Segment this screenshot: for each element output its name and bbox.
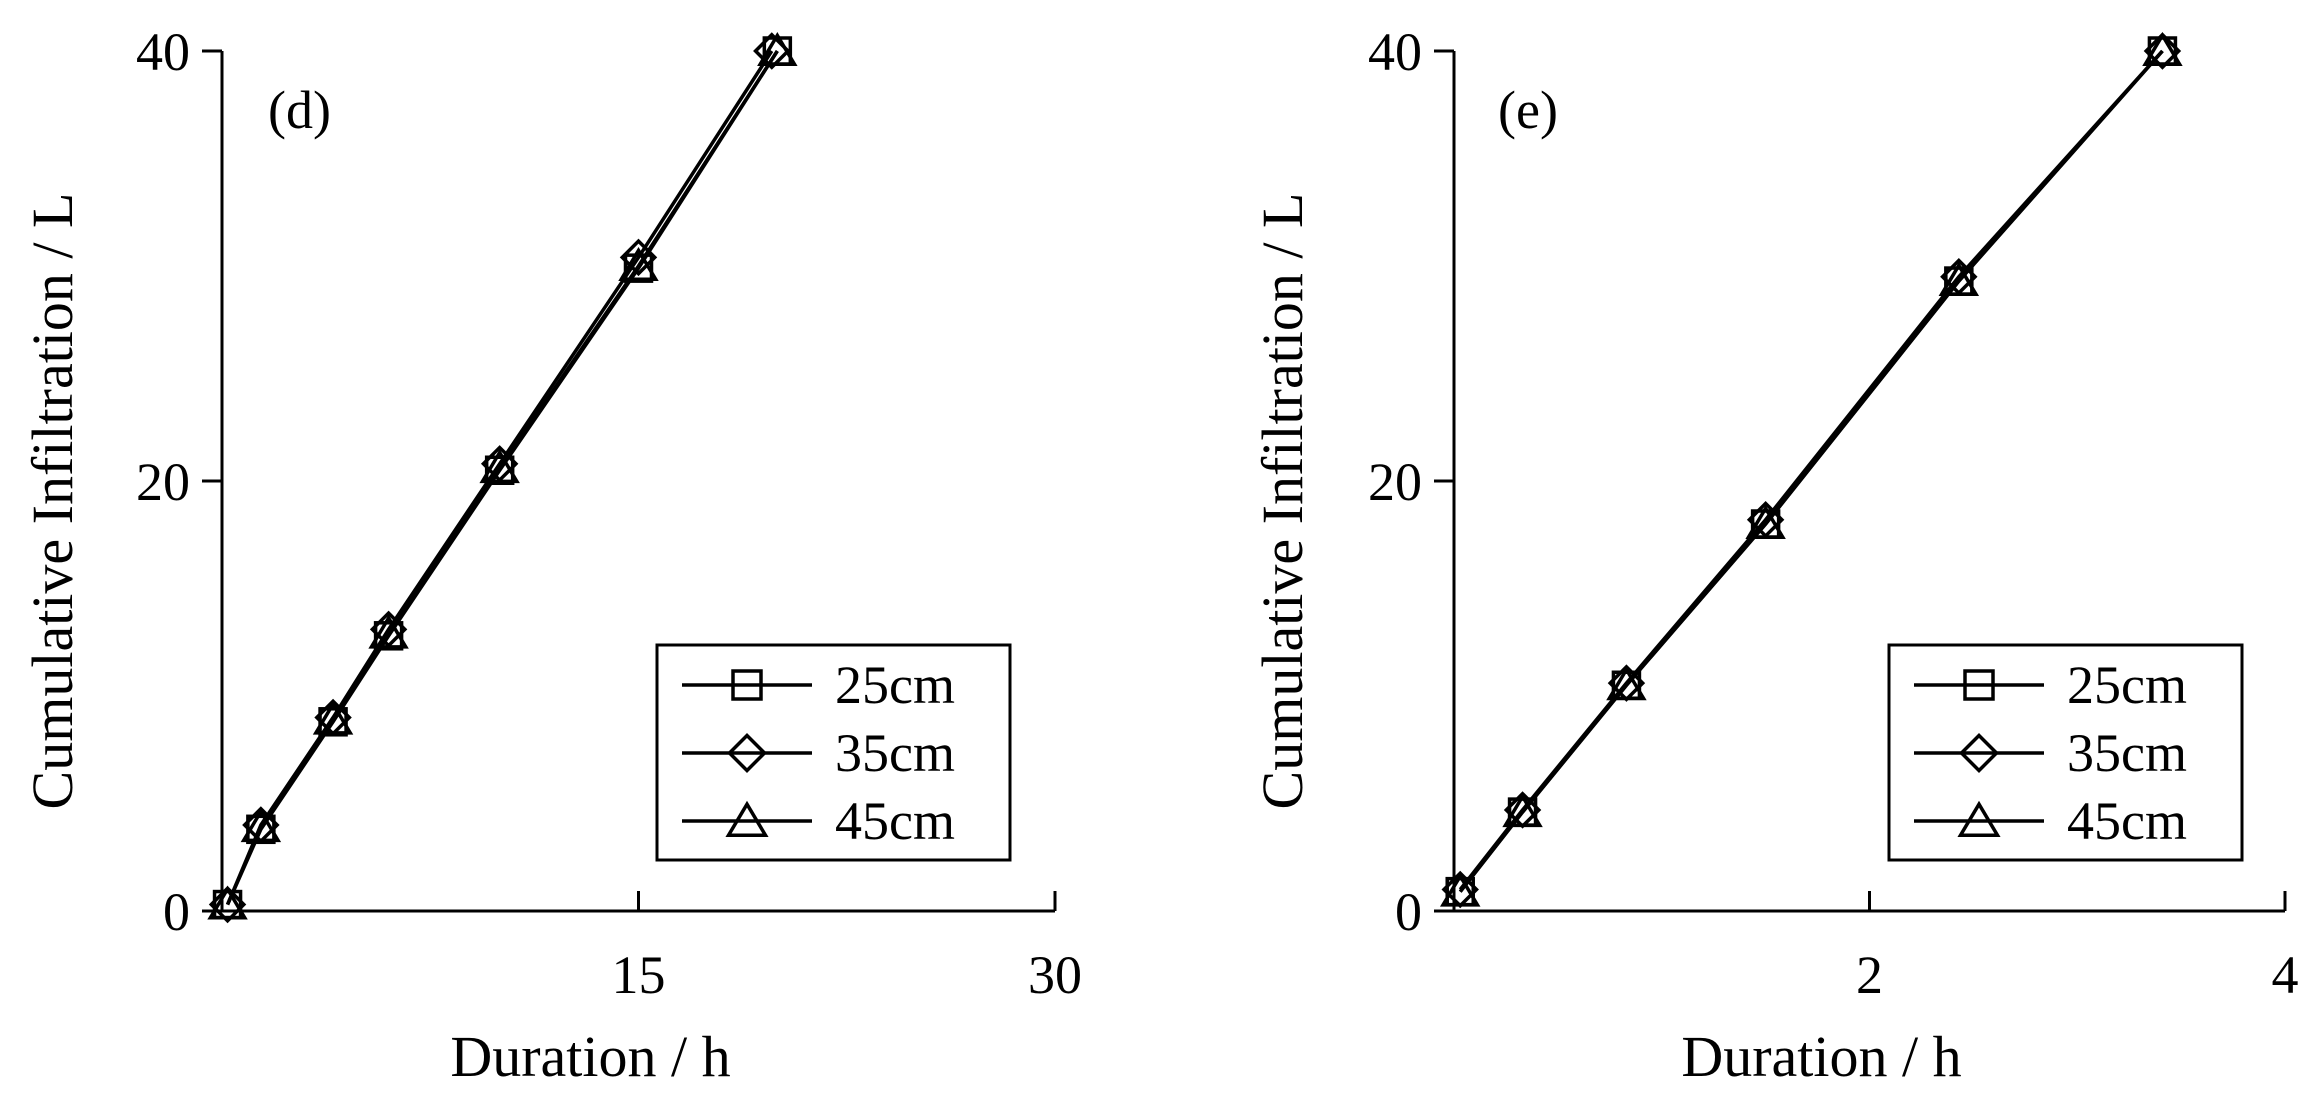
data-point-45cm <box>368 614 409 649</box>
chart-panel-1: 0 20 40 15 30 Duration / h Cumulative Infiltra… <box>20 22 1082 1089</box>
y-tick-label: 20 <box>1368 452 1422 512</box>
y-tick-label: 0 <box>1395 882 1422 942</box>
legend-marker-45cm <box>725 800 769 838</box>
data-point-45cm <box>207 885 248 920</box>
legend-label: 45cm <box>835 791 955 851</box>
legend-marker-25cm <box>1963 669 1995 701</box>
x-tick-label: 2 <box>1856 945 1883 1005</box>
legend: 25cm 35cm 45cm <box>1887 643 2244 862</box>
data-point-45cm <box>2142 31 2183 67</box>
legend-marker-35cm <box>727 733 767 773</box>
series-line-45cm <box>225 50 779 906</box>
y-tick-label: 0 <box>163 882 190 942</box>
x-tick-label: 30 <box>1028 945 1082 1005</box>
data-point-45cm <box>479 449 520 484</box>
legend-label: 35cm <box>835 723 955 783</box>
legend-marker-35cm <box>1959 733 1999 773</box>
x-tick-label: 4 <box>2272 945 2299 1005</box>
legend: 25cm 35cm 45cm <box>655 643 1012 862</box>
data-point-35cm <box>208 885 247 924</box>
x-axis-title: Duration / h <box>1681 1024 1961 1089</box>
data-point-45cm <box>312 700 354 735</box>
data-point-45cm <box>757 31 798 67</box>
data-point-45cm <box>618 246 659 282</box>
data-point-35cm <box>2143 32 2182 70</box>
y-tick-label: 40 <box>136 22 190 82</box>
legend-label: 25cm <box>2067 655 2187 715</box>
panel-label: (d) <box>268 80 331 140</box>
legend-label: 45cm <box>2067 791 2187 851</box>
data-point-45cm <box>1745 504 1786 540</box>
y-tick-label: 40 <box>1368 22 1422 82</box>
y-axis-title: Cumulative Infiltration / L <box>1250 193 1315 810</box>
y-tick-label: 20 <box>136 452 190 512</box>
data-point-45cm <box>1606 666 1647 701</box>
y-axis-title: Cumulative Infiltration / L <box>20 193 85 810</box>
x-tick-label: 15 <box>612 945 666 1005</box>
data-point-45cm <box>1502 793 1543 828</box>
legend-marker-25cm <box>731 669 763 701</box>
data-point-25cm <box>484 455 515 485</box>
data-point-25cm <box>373 621 404 651</box>
chart-panel-2: 0 20 40 2 4 Duration / h Cumulative Infiltrati… <box>1250 22 2299 1089</box>
legend-marker-45cm <box>1957 800 2001 838</box>
data-point-45cm <box>1439 872 1481 907</box>
legend-label: 25cm <box>835 655 955 715</box>
data-point-45cm <box>1938 262 1980 297</box>
panel-label: (e) <box>1498 80 1558 140</box>
legend-label: 35cm <box>2067 723 2187 783</box>
data-point-45cm <box>240 808 282 843</box>
x-axis-title: Duration / h <box>450 1024 730 1089</box>
